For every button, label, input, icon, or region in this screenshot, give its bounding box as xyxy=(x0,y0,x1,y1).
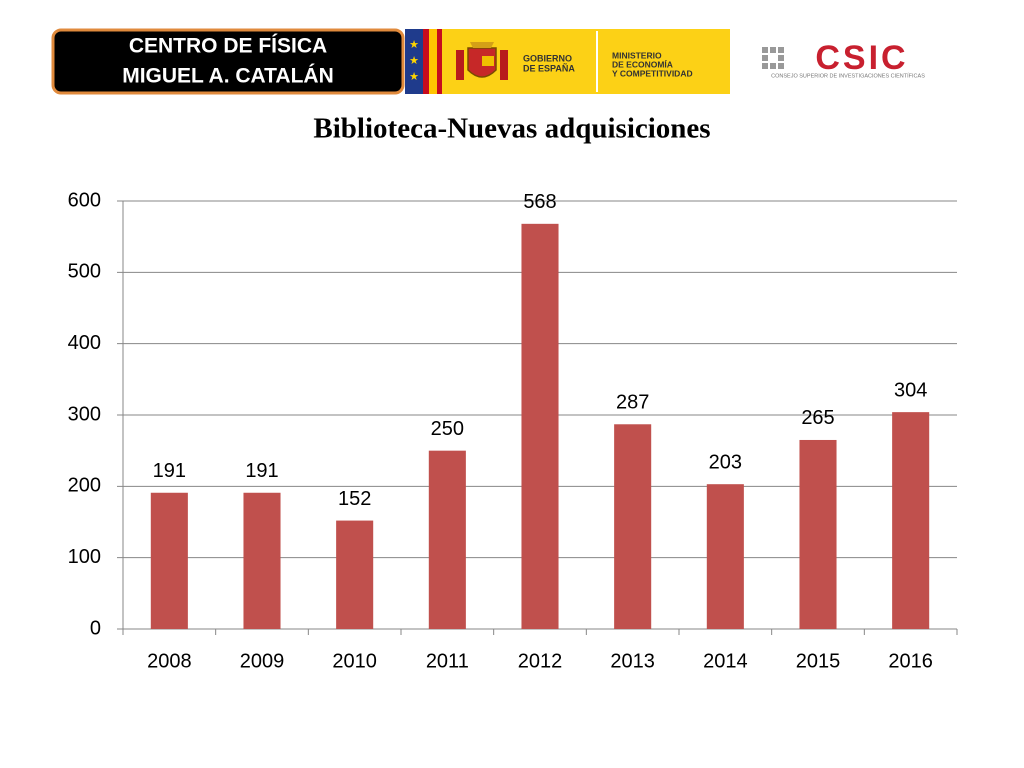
bar xyxy=(706,484,744,629)
chart-title: Biblioteca-Nuevas adquisiciones xyxy=(313,113,710,145)
bar xyxy=(428,450,466,629)
data-label: 250 xyxy=(431,418,464,440)
institute-name: MIGUEL A. CATALÁN xyxy=(122,65,334,88)
data-label: 152 xyxy=(338,488,371,510)
ministry-text: DE ECONOMÍA xyxy=(612,59,673,69)
data-label: 265 xyxy=(801,407,834,429)
ministry-text: MINISTERIO xyxy=(612,50,662,60)
star: ★ xyxy=(409,55,419,67)
data-label: 304 xyxy=(894,379,927,401)
y-tick-label: 200 xyxy=(68,475,101,497)
star: ★ xyxy=(409,39,419,51)
y-tick-label: 500 xyxy=(68,261,101,283)
bar xyxy=(336,520,374,629)
bar xyxy=(614,424,652,629)
data-label: 568 xyxy=(523,191,556,213)
csic-logo: CSIC xyxy=(815,39,908,77)
x-tick-label: 2011 xyxy=(426,650,469,672)
y-tick-label: 0 xyxy=(90,617,101,639)
bar xyxy=(521,223,559,629)
data-label: 191 xyxy=(153,460,186,482)
x-tick-label: 2012 xyxy=(518,650,563,672)
x-tick-label: 2010 xyxy=(332,650,377,672)
x-tick-label: 2009 xyxy=(240,650,285,672)
ministry-text: Y COMPETITIVIDAD xyxy=(612,68,693,78)
x-tick-label: 2014 xyxy=(703,650,748,672)
institute-name: CENTRO DE FÍSICA xyxy=(129,35,327,58)
flag-stripe xyxy=(429,29,437,94)
institute-box xyxy=(51,28,405,95)
government-text: DE ESPAÑA xyxy=(523,63,575,73)
y-tick-label: 600 xyxy=(68,189,101,211)
flag-stripe xyxy=(437,29,442,94)
bar xyxy=(892,412,930,629)
bar xyxy=(799,439,837,629)
x-tick-label: 2013 xyxy=(610,650,655,672)
x-tick-label: 2015 xyxy=(796,650,841,672)
flag-stripe xyxy=(423,29,429,94)
eu-flag xyxy=(405,29,423,94)
x-tick-label: 2008 xyxy=(147,650,192,672)
y-tick-label: 300 xyxy=(68,403,101,425)
data-label: 191 xyxy=(245,460,278,482)
x-tick-label: 2016 xyxy=(888,650,933,672)
government-text: GOBIERNO xyxy=(523,53,572,63)
data-label: 203 xyxy=(709,451,742,473)
y-tick-label: 400 xyxy=(68,332,101,354)
csic-subtitle: CONSEJO SUPERIOR DE INVESTIGACIONES CIEN… xyxy=(771,72,925,79)
bar xyxy=(150,492,188,629)
star: ★ xyxy=(409,71,419,83)
bar xyxy=(243,492,281,629)
y-tick-label: 100 xyxy=(68,546,101,568)
coat-of-arms xyxy=(456,42,508,80)
csic-icon xyxy=(762,47,784,69)
data-label: 287 xyxy=(616,392,649,414)
